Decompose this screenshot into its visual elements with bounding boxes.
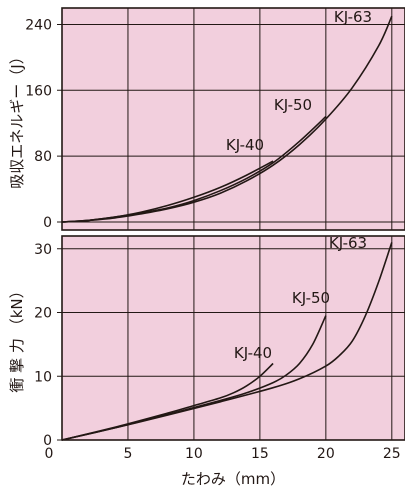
- series-line-kj-63: [61, 242, 393, 441]
- top-y-axis-title: 吸収エネルギー（J）: [8, 49, 26, 188]
- x-axis-origin-label: 0: [45, 446, 54, 462]
- bottom-y-axis-title: 衝 撃 力 （kN）: [8, 283, 26, 392]
- bottom-y-tick-labels: 0 10 20 30: [34, 242, 52, 449]
- top-gridlines: [57, 8, 405, 230]
- y-tick-label: 10: [34, 369, 52, 385]
- bottom-series-group: [61, 242, 393, 441]
- y-tick-label: 80: [34, 149, 52, 165]
- series-label-kj-40: KJ-40: [234, 344, 272, 362]
- y-tick-label: 20: [34, 306, 52, 322]
- x-tick-label: 15: [251, 446, 269, 462]
- x-tick-labels: 5 10 15 20 25: [124, 446, 401, 462]
- series-line-kj-63: [61, 15, 393, 223]
- series-label-kj-63: KJ-63: [334, 8, 372, 26]
- series-label-kj-40: KJ-40: [226, 136, 264, 154]
- y-tick-label: 30: [34, 242, 52, 258]
- bottom-plot-area: [61, 235, 405, 441]
- y-tick-label: 160: [25, 83, 52, 99]
- bottom-panel: 0 10 20 30 5 10 15 20 25 KJ-40 KJ-50 KJ-63: [34, 234, 405, 462]
- y-tick-label: 0: [43, 433, 52, 449]
- y-tick-label: 0: [43, 215, 52, 231]
- x-tick-label: 10: [185, 446, 203, 462]
- x-tick-label: 20: [317, 446, 335, 462]
- series-label-kj-63: KJ-63: [329, 234, 367, 252]
- top-y-tick-labels: 0 80 160 240: [25, 17, 52, 231]
- top-series-labels: KJ-40 KJ-50 KJ-63: [226, 8, 372, 154]
- x-axis-title: たわみ（mm）: [181, 470, 285, 488]
- y-tick-label: 240: [25, 17, 52, 33]
- top-plot-area: [61, 7, 405, 231]
- series-label-kj-50: KJ-50: [292, 289, 330, 307]
- x-tick-label: 25: [383, 446, 401, 462]
- series-label-kj-50: KJ-50: [274, 96, 312, 114]
- bottom-series-labels: KJ-40 KJ-50 KJ-63: [234, 234, 367, 362]
- top-panel: 0 80 160 240 KJ-40 KJ-50 KJ-63: [25, 7, 405, 231]
- x-tick-label: 5: [124, 446, 133, 462]
- top-series-group: [61, 15, 393, 223]
